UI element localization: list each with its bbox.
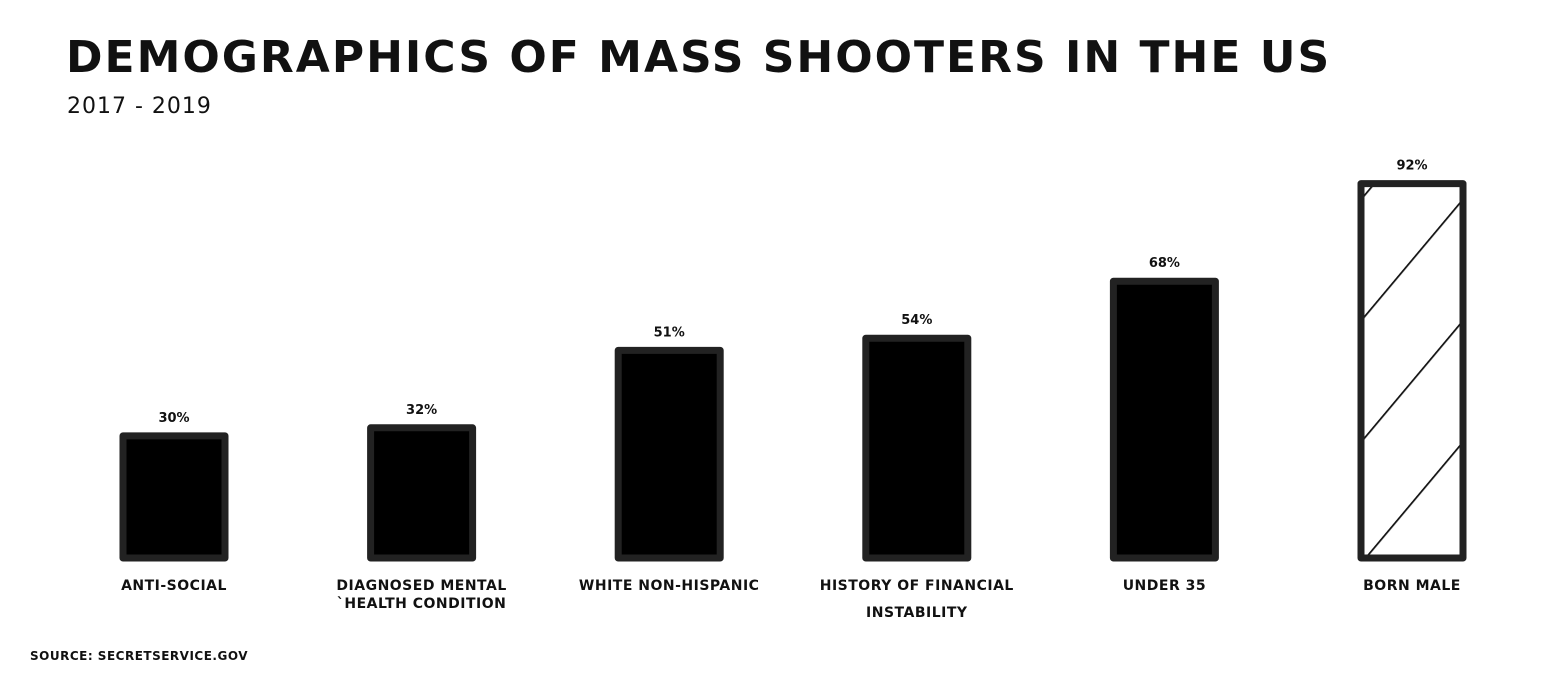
bar-3 xyxy=(862,334,972,562)
value-label-3: 54% xyxy=(901,313,932,328)
value-label-4: 68% xyxy=(1149,256,1180,271)
chart-subtitle: 2017 - 2019 xyxy=(67,94,212,119)
value-label-5: 92% xyxy=(1396,159,1427,174)
bars-group: 30% ANTI-SOCIAL 32% DIAGNOSED MENTAL `HEALTH… xyxy=(119,159,1467,621)
category-label-0-0: ANTI-SOCIAL xyxy=(121,578,227,594)
category-label-3-0: HISTORY OF FINANCIAL xyxy=(820,578,1014,594)
category-label-1-0: DIAGNOSED MENTAL xyxy=(336,578,506,594)
category-label-1-1: `HEALTH CONDITION xyxy=(337,596,506,612)
category-label-3-1: INSTABILITY xyxy=(866,605,968,621)
bar-chart: 30% ANTI-SOCIAL 32% DIAGNOSED MENTAL `HEALTH… xyxy=(119,159,1467,621)
category-label-5-0: BORN MALE xyxy=(1363,578,1461,594)
value-label-2: 51% xyxy=(654,325,685,340)
bar-1 xyxy=(367,424,477,562)
bar-4 xyxy=(1109,277,1219,562)
bar-0 xyxy=(119,432,229,562)
value-label-0: 30% xyxy=(158,411,189,426)
category-label-4-0: UNDER 35 xyxy=(1123,578,1206,594)
category-label-2-0: WHITE NON-HISPANIC xyxy=(579,578,760,594)
bar-2 xyxy=(614,346,724,562)
source-note: SOURCE: SECRETSERVICE.GOV xyxy=(30,649,248,663)
chart-title: DEMOGRAPHICS OF MASS SHOOTERS IN THE US xyxy=(66,32,1332,83)
value-label-1: 32% xyxy=(406,403,437,418)
bar-5 xyxy=(1357,180,1467,562)
